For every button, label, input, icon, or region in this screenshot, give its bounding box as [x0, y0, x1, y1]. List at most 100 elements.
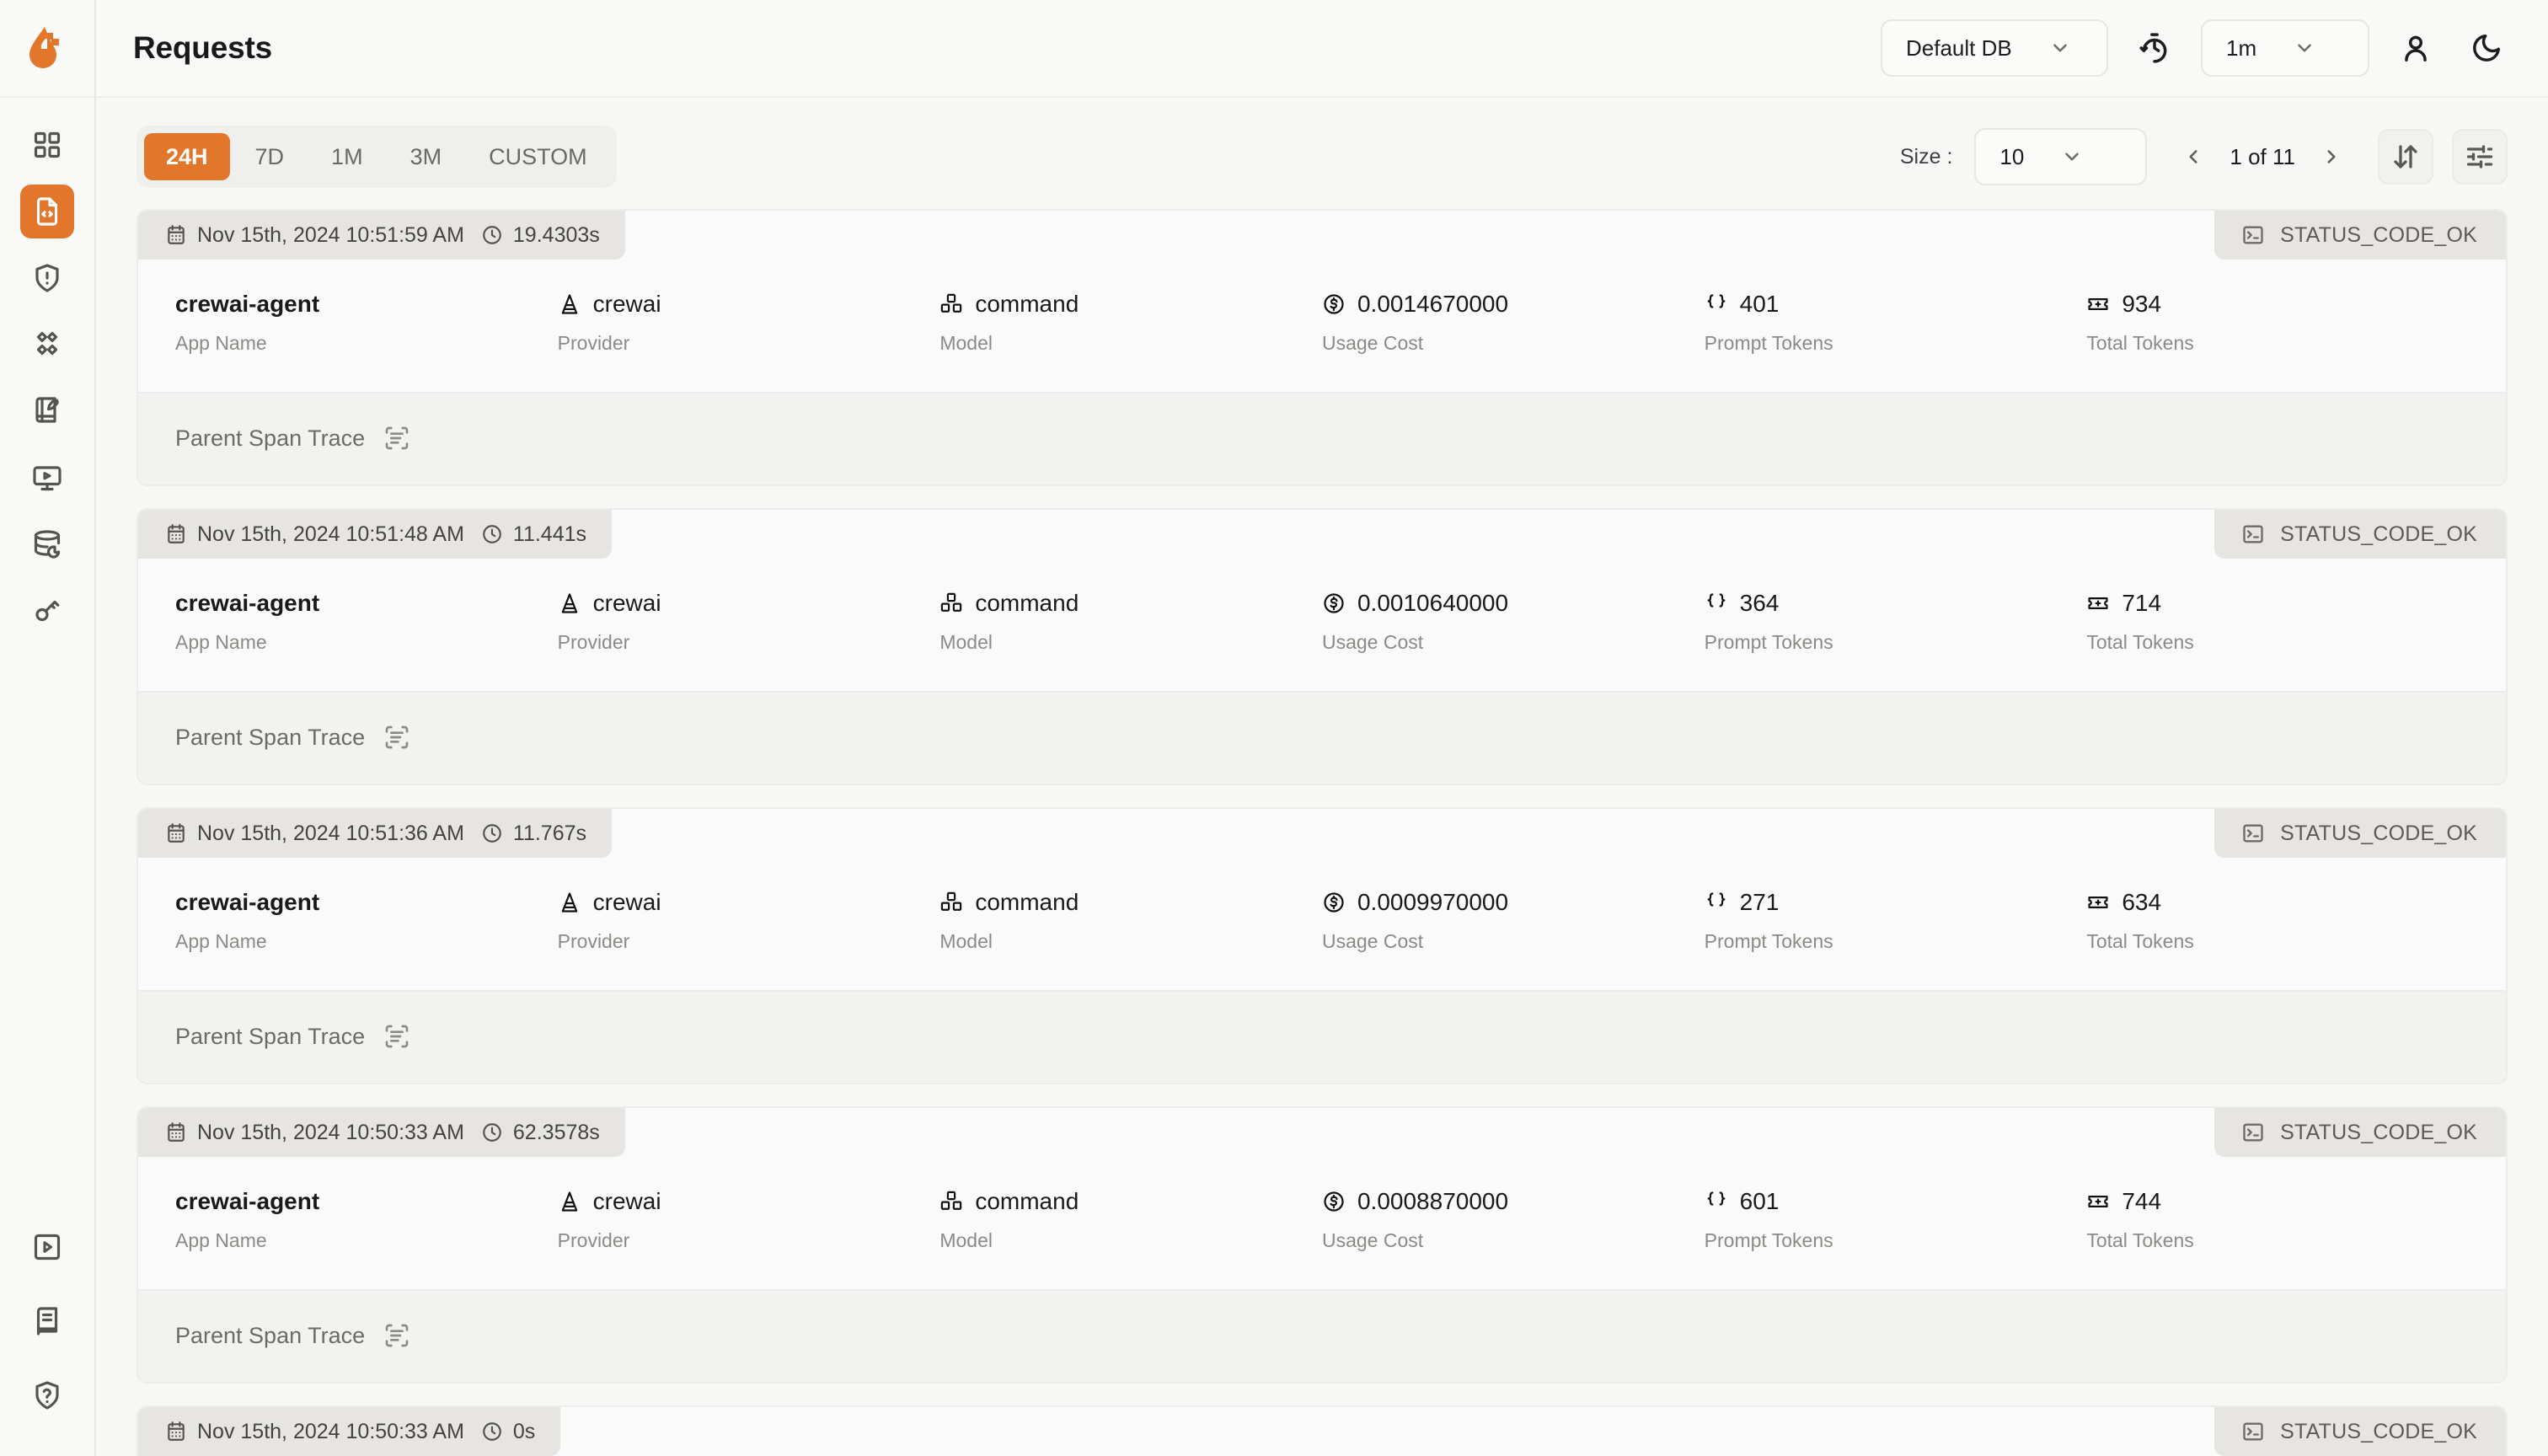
metric-provider: crewai Provider	[558, 290, 940, 355]
sidebar-item-documentation[interactable]	[20, 1294, 74, 1348]
theme-toggle-button[interactable]	[2462, 24, 2511, 72]
range-tab-3m[interactable]: 3M	[410, 144, 442, 169]
range-tab-24h[interactable]: 24H	[144, 133, 230, 180]
total-tokens-label: Total Tokens	[2086, 332, 2194, 354]
braces-icon	[1707, 1191, 1726, 1206]
database-backup-icon	[34, 530, 61, 559]
provider-label: Provider	[557, 930, 630, 952]
timestamp-group: Nov 15th, 2024 10:51:36 AM	[165, 822, 464, 846]
chevron-down-icon	[2065, 153, 2080, 161]
database-select[interactable]: Default DB	[1881, 19, 2108, 77]
sidebar-item-exceptions[interactable]	[20, 251, 74, 305]
model-value: command	[975, 291, 1079, 317]
ticket-plus-icon	[2088, 1196, 2108, 1207]
metric-app-name: crewai-agent App Name	[175, 290, 558, 355]
topbar: Requests Default DB 1m	[96, 0, 2548, 98]
square-terminal-icon	[2243, 1123, 2263, 1142]
card-header: Nov 15th, 2024 10:51:36 AM 11.767s STATU…	[138, 809, 2506, 858]
content-area: 24H 7D 1M 3M CUSTOM Size : 10	[96, 98, 2548, 1456]
sidebar-item-dashboard[interactable]	[20, 118, 74, 172]
request-card[interactable]: Nov 15th, 2024 10:51:36 AM 11.767s STATU…	[136, 807, 2508, 1084]
logo-cell[interactable]	[0, 0, 94, 98]
scan-text-icon[interactable]	[383, 724, 410, 751]
calendar-icon	[168, 524, 185, 543]
next-page-button[interactable]	[2317, 142, 2346, 171]
calendar-icon	[168, 823, 185, 843]
app-name-value: crewai-agent	[175, 889, 320, 915]
usage-cost-value: 0.0014670000	[1357, 291, 1509, 317]
page-size-select[interactable]: 10	[1974, 128, 2148, 185]
metric-app-name: crewai-agent App Name	[175, 1187, 558, 1252]
sidebar-item-vault[interactable]	[20, 517, 74, 571]
scan-text-icon[interactable]	[383, 1322, 410, 1349]
filter-button[interactable]	[2452, 129, 2508, 185]
card-timestamp-tab: Nov 15th, 2024 10:51:59 AM 19.4303s	[138, 211, 625, 260]
request-card[interactable]: Nov 15th, 2024 10:51:48 AM 11.441s STATU…	[136, 508, 2508, 785]
card-timestamp-tab: Nov 15th, 2024 10:50:33 AM 62.3578s	[138, 1108, 625, 1157]
range-tab-custom[interactable]: CUSTOM	[489, 144, 587, 169]
metric-model: command Model	[939, 1187, 1322, 1252]
card-timestamp-tab: Nov 15th, 2024 10:51:36 AM 11.767s	[138, 809, 613, 858]
provider-label: Provider	[557, 332, 630, 354]
prev-page-button[interactable]	[2179, 142, 2208, 171]
metric-model: command Model	[939, 589, 1322, 654]
interval-select[interactable]: 1m	[2201, 19, 2369, 77]
boxes-icon	[941, 891, 962, 911]
request-card[interactable]: Nov 15th, 2024 10:50:33 AM 62.3578s STAT…	[136, 1106, 2508, 1384]
layout-dashboard-icon	[34, 131, 61, 158]
circle-dollar-sign-icon	[1324, 1191, 1344, 1212]
circle-dollar-sign-icon	[1324, 892, 1344, 913]
status-badge: STATUS_CODE_OK	[2214, 510, 2506, 559]
card-metrics: crewai-agent App Name crewai Provider	[138, 260, 2506, 393]
scan-text-icon[interactable]	[383, 1023, 410, 1050]
metric-model: command Model	[939, 888, 1322, 953]
clock-icon	[483, 226, 501, 244]
braces-icon	[1707, 593, 1726, 608]
request-card[interactable]: Nov 15th, 2024 10:51:59 AM 19.4303s STAT…	[136, 209, 2508, 486]
scan-text-icon[interactable]	[383, 425, 410, 452]
usage-cost-label: Usage Cost	[1321, 332, 1424, 354]
card-footer: Parent Span Trace	[138, 393, 2506, 484]
usage-cost-label: Usage Cost	[1321, 930, 1424, 952]
interval-select-value: 1m	[2226, 35, 2257, 61]
sidebar-item-openground[interactable]	[20, 451, 74, 505]
clock-icon	[483, 525, 501, 543]
usage-cost-value: 0.0008870000	[1357, 1188, 1509, 1214]
calendar-icon	[168, 1122, 185, 1142]
prompt-tokens-value: 401	[1739, 291, 1780, 317]
status-badge: STATUS_CODE_OK	[2214, 809, 2506, 858]
app-name-label: App Name	[175, 631, 267, 653]
moon-icon	[2473, 35, 2500, 62]
chevron-down-icon	[2053, 44, 2067, 52]
sort-button[interactable]	[2378, 129, 2433, 185]
range-tab-1m[interactable]: 1M	[331, 144, 363, 169]
profile-button[interactable]	[2391, 24, 2440, 72]
total-tokens-label: Total Tokens	[2086, 631, 2194, 653]
refresh-interval-button[interactable]	[2130, 24, 2179, 72]
timestamp-text: Nov 15th, 2024 10:50:33 AM	[197, 1120, 464, 1144]
sidebar-nav	[20, 98, 74, 638]
square-terminal-icon	[2243, 824, 2263, 843]
sidebar-item-prompt-hub[interactable]	[20, 384, 74, 438]
sidebar-item-evaluations[interactable]	[20, 318, 74, 372]
timestamp-text: Nov 15th, 2024 10:51:59 AM	[197, 222, 464, 247]
parent-span-trace-label: Parent Span Trace	[175, 1322, 366, 1348]
app-name-label: App Name	[175, 1229, 267, 1251]
sidebar-item-requests[interactable]	[20, 185, 74, 238]
app-name-label: App Name	[175, 332, 267, 354]
sidebar-item-support[interactable]	[20, 1368, 74, 1422]
metric-usage-cost: 0.0008870000 Usage Cost	[1322, 1187, 1705, 1252]
sidebar-item-getting-started[interactable]	[20, 1220, 74, 1274]
timestamp-text: Nov 15th, 2024 10:50:33 AM	[197, 1419, 464, 1443]
circle-dollar-sign-icon	[1324, 294, 1344, 314]
range-tab-7d[interactable]: 7D	[254, 144, 285, 169]
model-value: command	[975, 590, 1079, 616]
duration-text: 62.3578s	[512, 1120, 600, 1144]
timestamp-text: Nov 15th, 2024 10:51:36 AM	[197, 821, 464, 845]
duration-text: 11.441s	[512, 522, 587, 546]
duration-text: 19.4303s	[512, 222, 600, 247]
request-card[interactable]: Nov 15th, 2024 10:50:33 AM 0s STATUS_COD…	[136, 1405, 2508, 1456]
sidebar-item-api-keys[interactable]	[20, 584, 74, 638]
status-text: STATUS_CODE_OK	[2280, 222, 2477, 247]
